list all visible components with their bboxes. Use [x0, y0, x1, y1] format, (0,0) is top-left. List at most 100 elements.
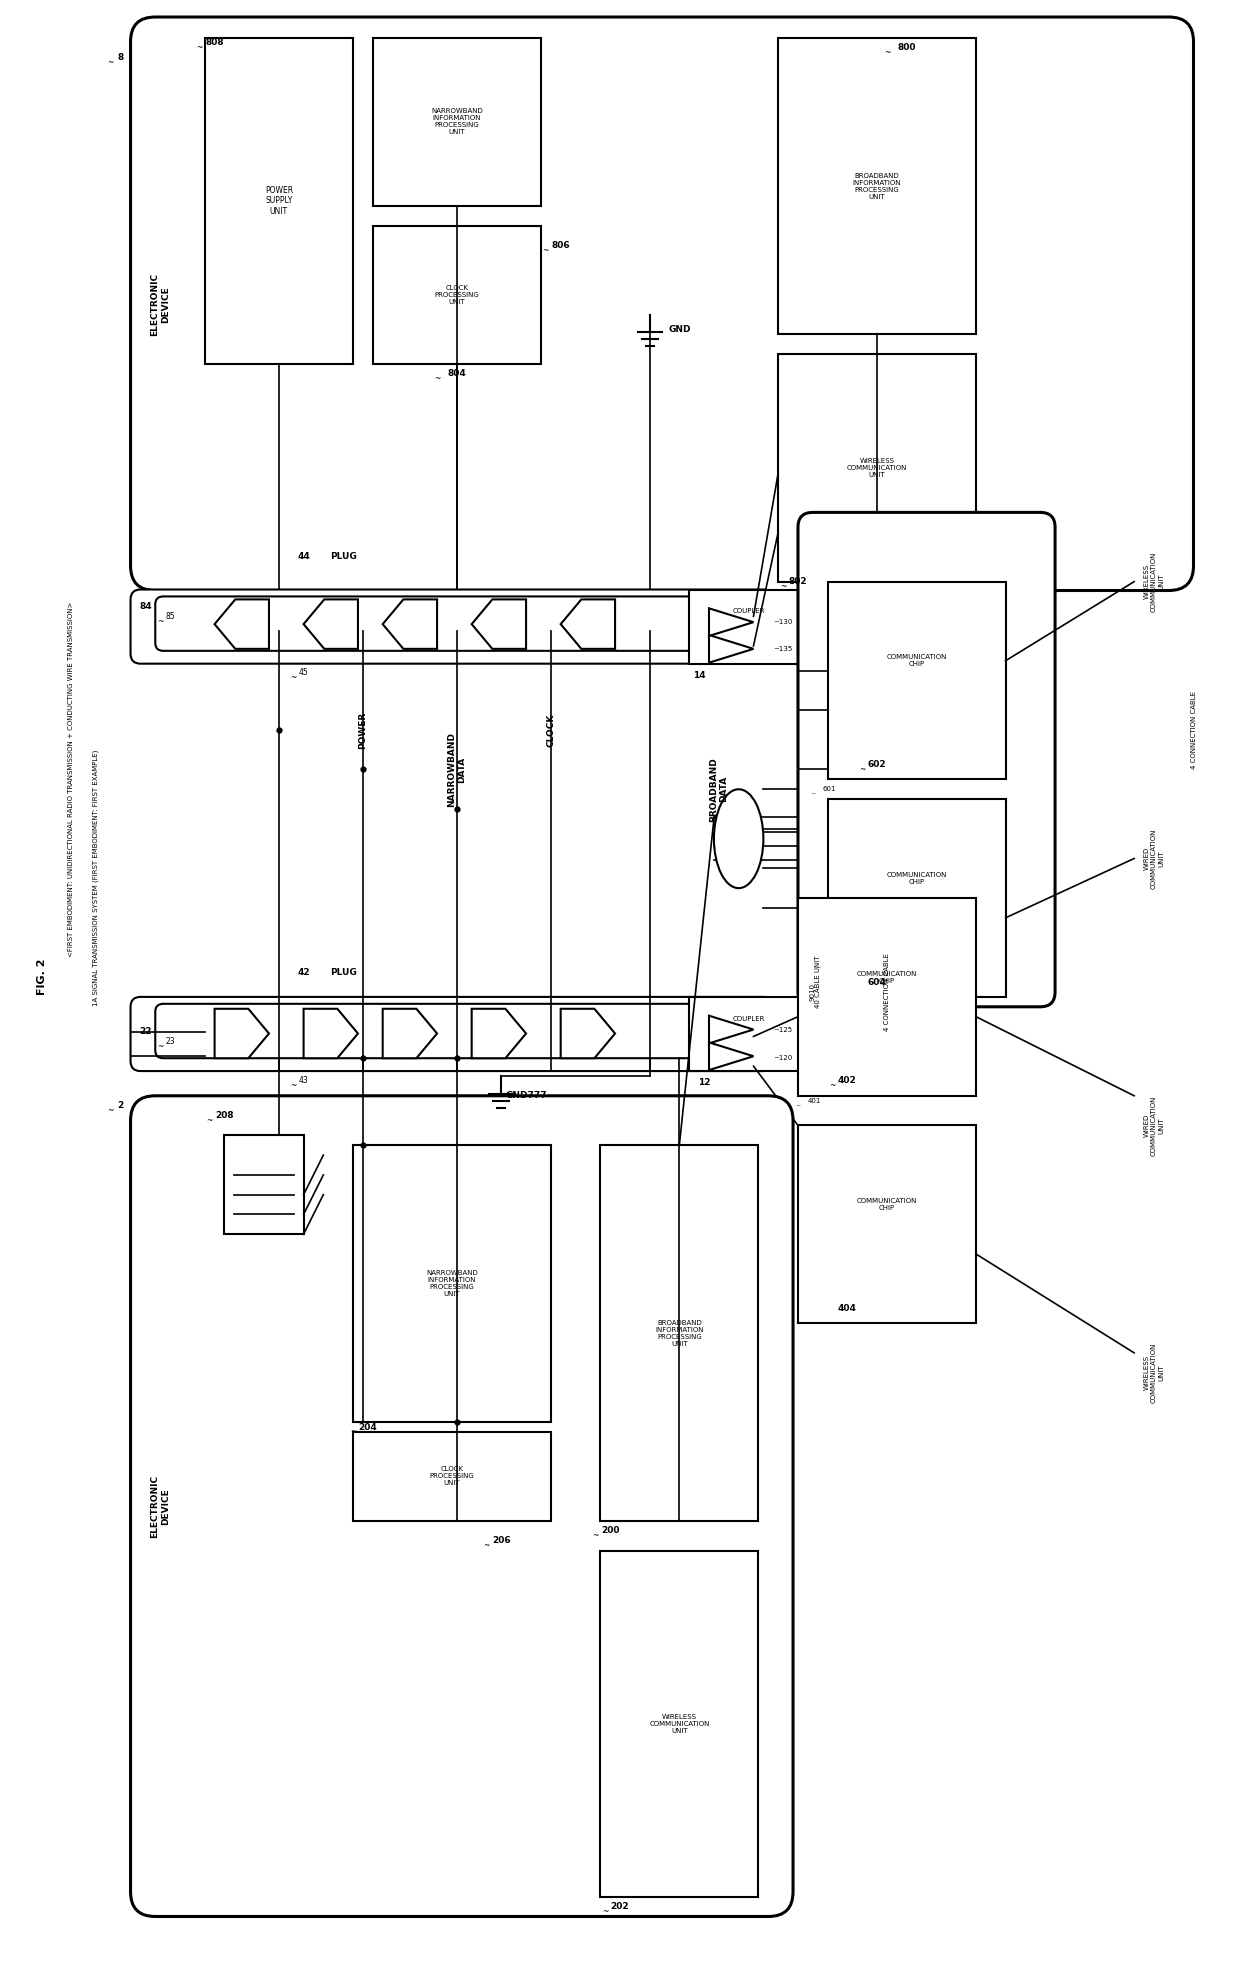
Text: 85: 85 — [165, 611, 175, 621]
Bar — [827, 581, 1006, 779]
Polygon shape — [560, 599, 615, 648]
Text: 23: 23 — [165, 1036, 175, 1046]
Text: COMMUNICATION
CHIP: COMMUNICATION CHIP — [857, 1198, 918, 1212]
Text: ~: ~ — [859, 765, 866, 773]
Text: NARROWBAND
INFORMATION
PROCESSING
UNIT: NARROWBAND INFORMATION PROCESSING UNIT — [427, 1269, 477, 1297]
FancyBboxPatch shape — [130, 589, 774, 664]
Text: COUPLER: COUPLER — [733, 609, 765, 615]
Text: 800: 800 — [898, 43, 916, 51]
Text: 601: 601 — [822, 787, 836, 793]
Text: WIRED
COMMUNICATION
UNIT: WIRED COMMUNICATION UNIT — [1145, 828, 1164, 888]
FancyBboxPatch shape — [130, 1095, 794, 1916]
Text: ~: ~ — [350, 1427, 356, 1437]
Polygon shape — [471, 1008, 526, 1058]
Text: COUPLER: COUPLER — [733, 1016, 765, 1022]
Text: BROADBAND
DATA: BROADBAND DATA — [709, 757, 729, 822]
Text: ~: ~ — [484, 1542, 490, 1550]
Polygon shape — [383, 599, 436, 648]
Polygon shape — [383, 1008, 436, 1058]
Polygon shape — [560, 1008, 615, 1058]
Text: 206: 206 — [492, 1536, 511, 1546]
Text: WIRELESS
COMMUNICATION
UNIT: WIRELESS COMMUNICATION UNIT — [650, 1714, 709, 1734]
Text: ~: ~ — [795, 1103, 801, 1109]
FancyBboxPatch shape — [799, 512, 1055, 1006]
Text: 84: 84 — [139, 601, 151, 611]
Text: CLOCK
PROCESSING
UNIT: CLOCK PROCESSING UNIT — [434, 285, 479, 304]
Bar — [373, 225, 541, 364]
Text: ~: ~ — [197, 43, 203, 51]
FancyBboxPatch shape — [155, 597, 749, 650]
Text: POWER
SUPPLY
UNIT: POWER SUPPLY UNIT — [265, 186, 293, 215]
Text: 402: 402 — [838, 1075, 857, 1085]
Bar — [779, 38, 976, 334]
Text: 200: 200 — [601, 1526, 619, 1536]
Ellipse shape — [714, 789, 764, 888]
Text: 604: 604 — [868, 977, 887, 987]
Text: WIRELESS
COMMUNICATION
UNIT: WIRELESS COMMUNICATION UNIT — [847, 459, 908, 478]
Polygon shape — [215, 1008, 269, 1058]
Text: ~: ~ — [108, 57, 114, 67]
Text: ~: ~ — [290, 672, 296, 682]
Text: FIG. 2: FIG. 2 — [36, 959, 47, 994]
Polygon shape — [471, 599, 526, 648]
Text: ~: ~ — [157, 1042, 164, 1052]
Polygon shape — [709, 609, 754, 637]
Text: 22: 22 — [139, 1026, 151, 1036]
Text: 9010: 9010 — [810, 983, 816, 1000]
Text: BROADBAND
INFORMATION
PROCESSING
UNIT: BROADBAND INFORMATION PROCESSING UNIT — [655, 1319, 703, 1346]
Bar — [205, 38, 353, 364]
Bar — [689, 996, 808, 1072]
Text: 404: 404 — [838, 1305, 857, 1313]
FancyBboxPatch shape — [130, 18, 1194, 591]
Text: PLUG: PLUG — [330, 552, 357, 561]
Text: ELECTRONIC
DEVICE: ELECTRONIC DEVICE — [150, 1475, 170, 1538]
Text: ~: ~ — [810, 791, 816, 797]
Bar — [224, 1135, 304, 1234]
Text: 401: 401 — [808, 1097, 821, 1103]
Bar — [600, 1550, 759, 1896]
Polygon shape — [304, 599, 358, 648]
Text: ~: ~ — [434, 374, 440, 384]
Bar — [353, 1431, 551, 1520]
Text: ~: ~ — [884, 47, 890, 57]
Bar — [799, 898, 976, 1095]
Text: 806: 806 — [552, 241, 570, 249]
Text: 45: 45 — [299, 668, 309, 676]
Text: COMMUNICATION
CHIP: COMMUNICATION CHIP — [887, 872, 947, 886]
Text: ~125: ~125 — [774, 1026, 792, 1032]
Text: ~: ~ — [290, 1081, 296, 1091]
Text: 2: 2 — [118, 1101, 124, 1111]
Text: ~120: ~120 — [774, 1056, 792, 1062]
Polygon shape — [215, 599, 269, 648]
Text: ~: ~ — [591, 1532, 599, 1540]
Text: 808: 808 — [206, 38, 224, 47]
Text: 4 CONNECTION CABLE: 4 CONNECTION CABLE — [1190, 690, 1197, 769]
Text: ~: ~ — [830, 1081, 836, 1091]
Text: GND: GND — [668, 324, 691, 334]
Text: 14: 14 — [693, 670, 706, 680]
Text: ~: ~ — [207, 1115, 213, 1125]
FancyBboxPatch shape — [130, 996, 774, 1072]
Text: BROADBAND
INFORMATION
PROCESSING
UNIT: BROADBAND INFORMATION PROCESSING UNIT — [853, 172, 901, 200]
Polygon shape — [304, 1008, 358, 1058]
Polygon shape — [709, 1042, 754, 1070]
Text: ~135: ~135 — [774, 646, 792, 652]
Bar — [689, 589, 808, 664]
Text: ~: ~ — [108, 1105, 114, 1115]
FancyBboxPatch shape — [155, 1004, 749, 1058]
Bar — [827, 799, 1006, 996]
Text: ~: ~ — [780, 581, 786, 591]
Text: ELECTRONIC
DEVICE: ELECTRONIC DEVICE — [150, 273, 170, 336]
Text: 1A SIGNAL TRANSMISSION SYSTEM (FIRST EMBODIMENT: FIRST EXAMPLE): 1A SIGNAL TRANSMISSION SYSTEM (FIRST EMB… — [93, 749, 99, 1006]
Text: 42: 42 — [298, 967, 310, 977]
Text: 12: 12 — [698, 1077, 711, 1087]
Text: 204: 204 — [358, 1423, 377, 1431]
Bar — [373, 38, 541, 206]
Text: WIRED
COMMUNICATION
UNIT: WIRED COMMUNICATION UNIT — [1145, 1095, 1164, 1157]
Text: ~: ~ — [601, 1908, 609, 1916]
Text: NARROWBAND
DATA: NARROWBAND DATA — [448, 731, 466, 807]
Text: ~: ~ — [543, 245, 549, 255]
Text: WIRELESS
COMMUNICATION
UNIT: WIRELESS COMMUNICATION UNIT — [1145, 552, 1164, 611]
Text: ~: ~ — [815, 965, 821, 971]
Text: 44: 44 — [298, 552, 310, 561]
